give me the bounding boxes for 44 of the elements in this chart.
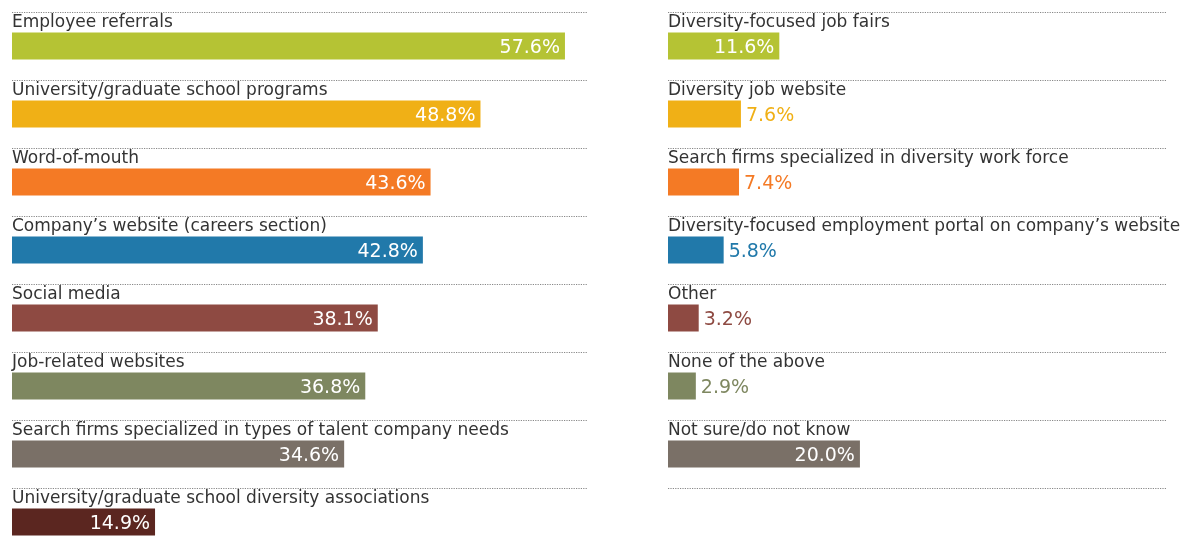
data-label: 3.2% (703, 307, 752, 329)
bar (12, 236, 423, 264)
y-tick-label: Social media (12, 282, 121, 303)
y-tick-label: Job-related websites (11, 350, 185, 371)
data-label: 57.6% (499, 35, 560, 57)
y-tick-label: Search firms specialized in diversity work force (668, 146, 1069, 167)
y-tick-label: Diversity-focused job fairs (668, 10, 890, 31)
y-tick-label: Company’s website (careers section) (12, 214, 327, 235)
bar (12, 440, 345, 468)
y-tick-label: Employee referrals (12, 10, 173, 31)
data-label: 43.6% (365, 171, 426, 193)
y-tick-label: Not sure/do not know (668, 418, 851, 439)
y-tick-label: Diversity-focused employment portal on company’s website (668, 214, 1181, 235)
y-tick-label: Search firms specialized in types of talent company needs (12, 418, 509, 439)
data-label: 36.8% (299, 375, 361, 397)
bar (668, 100, 741, 128)
bar (668, 236, 724, 264)
data-label: 7.6% (745, 103, 795, 125)
y-tick-label: None of the above (668, 350, 825, 371)
y-tick-label: University/graduate school diversity associations (12, 486, 430, 507)
bar (12, 304, 378, 332)
data-label: 5.8% (728, 239, 777, 261)
bar (668, 372, 696, 400)
bar (12, 32, 565, 60)
data-label: 14.9% (89, 511, 151, 533)
data-label: 7.4% (744, 171, 793, 193)
y-tick-label: University/graduate school programs (12, 78, 328, 99)
y-tick-label: Other (668, 282, 717, 303)
data-label: 34.6% (278, 443, 340, 465)
bar (12, 168, 431, 196)
bar (668, 304, 699, 332)
bar (668, 440, 860, 468)
data-label: 42.8% (357, 239, 418, 261)
data-label: 2.9% (700, 375, 750, 397)
data-label: 48.8% (415, 103, 476, 125)
bar (12, 100, 481, 128)
bar (668, 168, 740, 196)
data-label: 38.1% (312, 307, 373, 329)
data-label: 20.0% (794, 443, 855, 465)
bar (12, 372, 366, 400)
data-label: 11.6% (713, 35, 775, 57)
y-tick-label: Word-of-mouth (12, 146, 139, 167)
y-tick-label: Diversity job website (668, 78, 847, 99)
bar (12, 508, 156, 536)
